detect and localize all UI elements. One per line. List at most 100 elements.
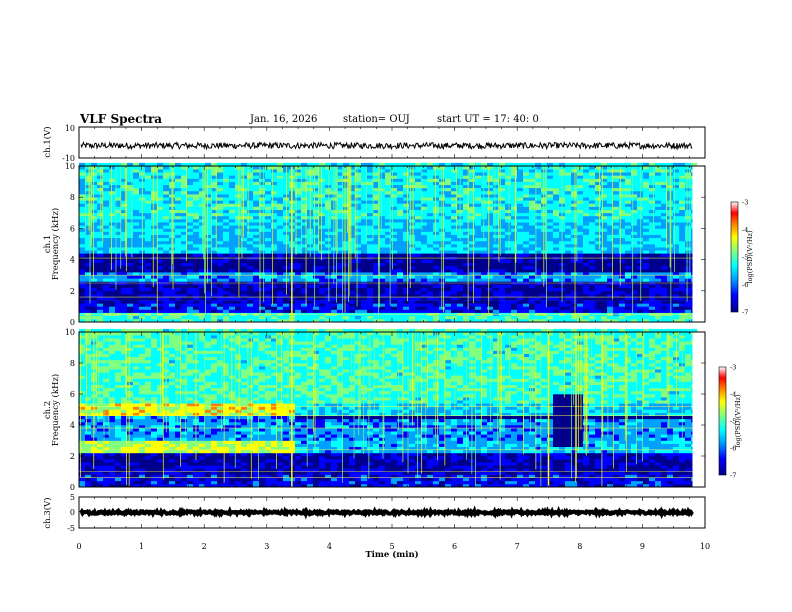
spectrogram-cell (247, 237, 254, 242)
spectrogram-cell (493, 262, 500, 267)
spectrogram-cell (433, 194, 440, 198)
spectrogram-cell (535, 240, 542, 245)
spectrogram-cell (271, 306, 278, 310)
spectrogram-cell (241, 297, 248, 301)
spectrogram-cell (577, 284, 584, 289)
spectrogram-cell (481, 240, 488, 245)
spectrogram-cell (565, 178, 572, 182)
spectrogram-cell (235, 253, 242, 257)
spectrogram-cell (619, 162, 626, 167)
spectrogram-cell (397, 209, 404, 214)
spectrogram-cell (145, 206, 152, 211)
spectrogram-cell (229, 225, 236, 229)
spectrogram-cell (493, 206, 500, 211)
spectrogram-cell (337, 203, 344, 207)
spectrogram-cell (325, 247, 332, 251)
spectrogram-cell (229, 284, 236, 289)
spectrogram-cell (529, 166, 536, 170)
spectrogram-cell (403, 259, 410, 264)
spectrogram-cell (211, 265, 218, 270)
spectrogram-cell (379, 172, 386, 176)
spectrogram-cell (499, 297, 506, 301)
spectrogram-cell (631, 200, 638, 204)
spectrogram-cell (337, 225, 344, 229)
spectrogram-cell (649, 259, 656, 264)
spectrogram-cell (637, 253, 644, 257)
spectrogram-cell (295, 203, 302, 207)
spectrogram-cell (637, 203, 644, 207)
spectrogram-cell (157, 228, 164, 232)
spectrogram-cell (577, 318, 584, 323)
spectrogram-cell (583, 297, 590, 301)
spectrogram-cell (187, 172, 194, 176)
spectrogram-cell (229, 287, 236, 292)
spectrogram-cell (415, 315, 422, 320)
spectrogram-cell (97, 309, 104, 313)
spectrogram-cell (499, 169, 506, 173)
spectrogram-cell (433, 303, 440, 307)
spectrogram-cell (451, 234, 458, 239)
spectrogram-cell (469, 200, 476, 204)
spectrogram-cell (637, 309, 644, 313)
spectrogram-cell (337, 297, 344, 301)
spectrogram-cell (565, 262, 572, 267)
spectrogram-cell (499, 200, 506, 204)
spectrogram-cell (595, 272, 602, 276)
spectrogram-cell (529, 203, 536, 207)
spectrogram-cell (85, 278, 92, 282)
spectrogram-cell (103, 187, 110, 192)
spectrogram-cell (175, 162, 182, 167)
spectrogram-cell (91, 269, 98, 273)
spectrogram-cell (115, 287, 122, 292)
spectrogram-cell (643, 200, 650, 204)
spectrogram-cell (625, 191, 632, 195)
spectrogram-cell (445, 194, 452, 198)
spectrogram-cell (139, 303, 146, 307)
spectrogram-cell (151, 284, 158, 289)
spectrogram-cell (457, 293, 464, 298)
spectrogram-cell (379, 297, 386, 301)
spectrogram-cell (187, 184, 194, 189)
spectrogram-cell (283, 209, 290, 214)
spectrogram-cell (265, 259, 272, 264)
spectrogram-cell (535, 262, 542, 267)
spectrogram-cell (217, 181, 224, 186)
spectrogram-cell (115, 318, 122, 323)
spectrogram-cell (493, 272, 500, 276)
spectrogram-cell (229, 228, 236, 232)
spectrogram-cell (631, 259, 638, 264)
spectrogram-cell (361, 162, 368, 167)
spectrogram-cell (487, 219, 494, 223)
spectrogram-cell (271, 172, 278, 176)
spectrogram-cell (571, 197, 578, 201)
spectrogram-cell (193, 225, 200, 229)
spectrogram-cell (577, 278, 584, 282)
spectrogram-cell (127, 297, 134, 301)
spectrogram-cell (175, 247, 182, 251)
spectrogram-cell (403, 306, 410, 310)
spectrogram-cell (379, 200, 386, 204)
spectrogram-cell (553, 178, 560, 182)
spectrogram-cell (433, 178, 440, 182)
spectrogram-cell (529, 209, 536, 214)
spectrogram-cell (589, 240, 596, 245)
spectrogram-cell (265, 250, 272, 254)
spectrogram-cell (157, 253, 164, 257)
spectrogram-cell (247, 231, 254, 235)
spectrogram-cell (313, 206, 320, 211)
spectrogram-cell (421, 215, 428, 220)
spectrogram-cell (283, 203, 290, 207)
spectrogram-cell (505, 247, 512, 251)
spectrogram-cell (379, 169, 386, 173)
spectrogram-cell (103, 175, 110, 179)
spectrogram-cell (445, 306, 452, 310)
spectrogram-cell (643, 203, 650, 207)
spectrogram-cell (643, 212, 650, 217)
spectrogram-cell (109, 287, 116, 292)
spectrogram-cell (427, 265, 434, 270)
spectrogram-cell (163, 228, 170, 232)
spectrogram-cell (325, 250, 332, 254)
spectrogram-cell (529, 175, 536, 179)
spectrogram-cell (271, 175, 278, 179)
spectrogram-cell (157, 284, 164, 289)
